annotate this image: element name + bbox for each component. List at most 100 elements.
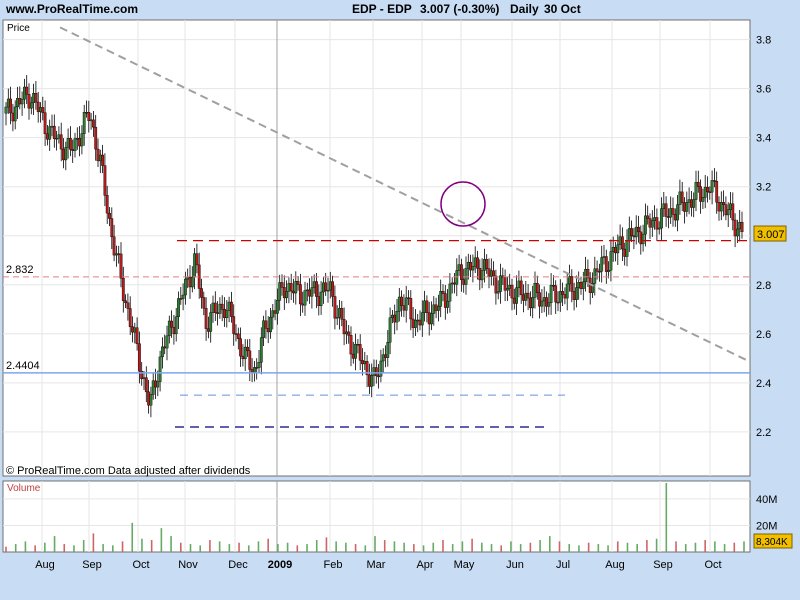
volume-bar xyxy=(34,545,36,552)
candle-body xyxy=(241,355,245,360)
candle-body xyxy=(68,138,72,150)
candle-body xyxy=(671,208,675,215)
candle-body xyxy=(423,300,426,313)
volume-bar xyxy=(218,541,221,552)
candle-body xyxy=(540,300,544,307)
candle-body xyxy=(149,394,153,406)
candle-body xyxy=(144,377,148,393)
candle-body xyxy=(225,310,229,319)
candle-body xyxy=(29,102,33,109)
x-tick-label: Feb xyxy=(324,559,343,571)
candle-body xyxy=(9,98,12,114)
volume-bar xyxy=(723,544,726,552)
candle-body xyxy=(289,283,293,292)
candle-body xyxy=(683,202,686,212)
candle-body xyxy=(4,106,8,114)
candle-body xyxy=(526,292,530,299)
volume-bar xyxy=(548,536,551,552)
volume-bar xyxy=(267,538,269,552)
candle-body xyxy=(634,226,638,238)
candle-body xyxy=(531,297,535,309)
candle-body xyxy=(80,133,84,147)
candle-body xyxy=(103,165,107,196)
candle-body xyxy=(48,126,52,140)
x-tick-label: May xyxy=(454,559,475,571)
candle-body xyxy=(736,228,739,237)
volume-bar xyxy=(626,542,629,552)
candle-body xyxy=(147,391,150,406)
candle-body xyxy=(262,320,265,338)
candle-body xyxy=(469,261,472,271)
candle-body xyxy=(213,302,217,313)
candle-body xyxy=(223,309,226,319)
volume-bar xyxy=(335,541,337,552)
candle-body xyxy=(239,338,242,357)
candle-body xyxy=(131,326,134,333)
candle-body xyxy=(586,268,590,279)
candle-body xyxy=(425,300,429,313)
candle-body xyxy=(301,303,305,306)
candle-body xyxy=(333,296,337,319)
candle-body xyxy=(282,287,286,299)
candle-body xyxy=(151,380,155,395)
candle-body xyxy=(570,276,574,292)
y-tick-label: 3.8 xyxy=(756,35,771,47)
candle-body xyxy=(627,228,631,241)
volume-bar xyxy=(529,542,532,552)
candle-body xyxy=(673,214,677,221)
candle-body xyxy=(98,154,102,162)
candle-body xyxy=(365,361,369,376)
candle-body xyxy=(641,233,645,245)
candle-body xyxy=(200,288,203,298)
volume-bar xyxy=(481,542,483,552)
candle-body xyxy=(96,148,100,162)
volume-bar xyxy=(665,483,668,552)
volume-bar xyxy=(257,541,260,552)
candle-body xyxy=(554,285,558,303)
candle-body xyxy=(653,217,657,221)
volume-bar xyxy=(44,542,46,552)
volume-bar xyxy=(53,536,56,552)
candle-body xyxy=(402,305,406,311)
candle-body xyxy=(170,320,173,328)
volume-bar xyxy=(568,544,571,552)
candle-body xyxy=(278,282,282,301)
candle-body xyxy=(448,283,452,302)
candle-body xyxy=(105,195,109,214)
volume-bar xyxy=(490,544,493,552)
candle-body xyxy=(492,270,495,277)
candle-body xyxy=(174,316,178,335)
candle-body xyxy=(39,107,42,113)
candle-body xyxy=(188,276,192,288)
site-title: www.ProRealTime.com xyxy=(6,2,139,16)
candle-body xyxy=(696,182,700,187)
candle-body xyxy=(600,257,604,272)
candle-body xyxy=(64,147,68,161)
candle-body xyxy=(508,284,512,289)
candle-body xyxy=(391,314,394,318)
candle-body xyxy=(726,209,730,216)
volume-bar xyxy=(675,541,677,552)
candle-body xyxy=(78,138,82,147)
candle-body xyxy=(657,227,661,230)
candle-body xyxy=(140,370,144,380)
candle-body xyxy=(414,319,417,328)
volume-bar xyxy=(14,544,17,552)
candle-body xyxy=(317,296,321,307)
volume-bar xyxy=(646,540,648,552)
quote-label: 3.007 (-0.30%) xyxy=(420,2,500,16)
date-label: 30 Oct xyxy=(544,2,581,16)
candle-body xyxy=(430,313,433,325)
candle-body xyxy=(515,287,519,304)
x-tick-label: Nov xyxy=(178,559,198,571)
candle-body xyxy=(374,367,378,377)
candle-body xyxy=(305,289,309,292)
candle-body xyxy=(701,197,705,202)
candle-body xyxy=(108,212,111,219)
candle-body xyxy=(154,380,157,388)
candle-body xyxy=(326,289,330,292)
candle-body xyxy=(395,310,399,323)
candle-body xyxy=(276,300,279,314)
candle-body xyxy=(489,270,493,277)
